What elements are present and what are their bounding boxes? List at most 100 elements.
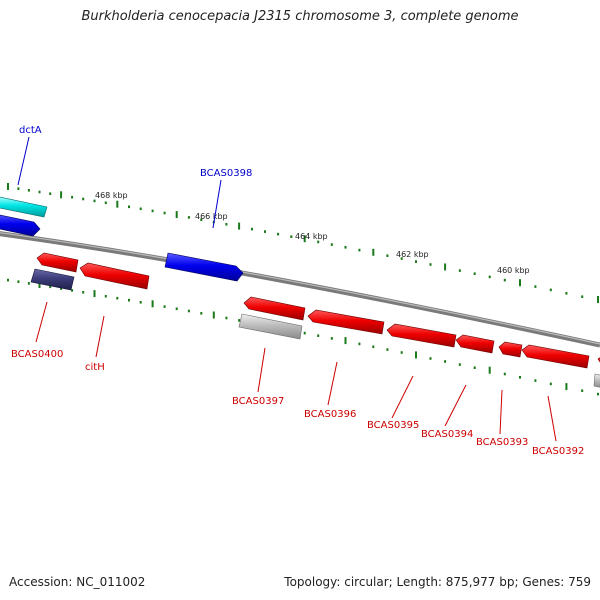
- outer-scale-minor-tick: [344, 246, 347, 249]
- outer-scale-minor-tick: [565, 292, 568, 295]
- outer-scale-major-tick: [444, 263, 447, 271]
- inner-scale-minor-tick: [238, 319, 241, 322]
- leader-line-BCAS0392: [547, 395, 557, 442]
- inner-scale-minor-tick: [458, 363, 461, 366]
- inner-scale-minor-tick: [317, 334, 320, 337]
- gene-label-citH: citH: [85, 362, 105, 373]
- outer-scale-minor-tick: [71, 195, 74, 199]
- outer-scale-minor-tick: [93, 199, 96, 203]
- outer-scale-minor-tick: [290, 235, 293, 238]
- gene-blue-forward-edge[interactable]: [0, 214, 41, 237]
- leader-line-BCAS0398: [212, 179, 222, 229]
- inner-scale-minor-tick: [330, 337, 333, 340]
- inner-scale-minor-tick: [400, 351, 403, 354]
- gene-label-BCAS0394: BCAS0394: [421, 429, 473, 440]
- gene-red-near-BCAS0400[interactable]: [36, 252, 79, 273]
- inner-scale-minor-tick: [187, 309, 190, 313]
- inner-scale-minor-tick: [17, 280, 20, 283]
- accession-text: Accession: NC_011002: [9, 575, 146, 589]
- gene-dctA[interactable]: [0, 196, 48, 218]
- leader-line-BCAS0400: [35, 301, 48, 343]
- inner-scale-minor-tick: [303, 331, 306, 335]
- outer-scale-minor-tick: [38, 190, 41, 194]
- gene-gray-right-edge[interactable]: [593, 373, 600, 388]
- gene-BCAS0394[interactable]: [455, 334, 495, 354]
- inner-scale-minor-tick: [225, 316, 228, 320]
- gene-label-dctA: dctA: [19, 125, 42, 136]
- inner-scale-minor-tick: [175, 307, 178, 311]
- inner-scale-major-tick: [415, 351, 417, 359]
- outer-scale-minor-tick: [82, 197, 85, 201]
- outer-scale-minor-tick: [429, 263, 432, 266]
- outer-scale-minor-tick: [251, 227, 253, 231]
- outer-scale-major-tick: [175, 211, 178, 219]
- outer-scale-minor-tick: [400, 257, 403, 260]
- inner-scale-minor-tick: [549, 382, 552, 386]
- inner-scale-minor-tick: [7, 278, 9, 282]
- leader-line-BCAS0394: [444, 384, 467, 427]
- leader-line-BCAS0396: [327, 361, 338, 406]
- outer-scale-minor-tick: [264, 230, 266, 233]
- outer-scale-minor-tick: [128, 205, 130, 209]
- inner-scale-minor-tick: [139, 301, 142, 304]
- inner-scale-minor-tick: [473, 366, 476, 369]
- outer-scale-minor-tick: [503, 278, 506, 282]
- outer-scale-major-tick: [116, 200, 119, 208]
- outer-scale-minor-tick: [415, 260, 417, 263]
- inner-scale-minor-tick: [358, 342, 361, 346]
- outer-scale-minor-tick: [163, 211, 166, 215]
- outer-scale-major-tick: [238, 222, 241, 230]
- inner-scale-minor-tick: [597, 392, 599, 396]
- outer-scale-minor-tick: [104, 201, 107, 205]
- gene-label-BCAS0393: BCAS0393: [476, 437, 528, 448]
- gene-gray-under-BCAS0397[interactable]: [238, 313, 303, 340]
- leader-line-citH: [95, 315, 105, 358]
- scale-label-462-kbp: 462 kbp: [396, 250, 429, 259]
- inner-scale-minor-tick: [71, 289, 74, 292]
- gene-BCAS0393[interactable]: [498, 341, 523, 358]
- outer-scale-minor-tick: [534, 285, 537, 288]
- outer-scale-major-tick: [7, 183, 9, 190]
- outer-scale-minor-tick: [225, 223, 228, 226]
- gene-BCAS0400[interactable]: [30, 268, 75, 291]
- outer-scale-minor-tick: [488, 275, 491, 279]
- gene-BCAS0397[interactable]: [243, 296, 306, 321]
- inner-scale-major-tick: [565, 383, 568, 391]
- outer-scale-minor-tick: [17, 187, 20, 190]
- inner-scale-minor-tick: [444, 360, 447, 363]
- outer-scale-minor-tick: [200, 218, 203, 221]
- gene-label-BCAS0398: BCAS0398: [200, 168, 252, 179]
- inner-scale-minor-tick: [128, 298, 130, 302]
- outer-scale-minor-tick: [139, 207, 142, 211]
- scale-label-468-kbp: 468 kbp: [95, 191, 128, 200]
- leader-line-BCAS0397: [257, 347, 266, 393]
- outer-scale-minor-tick: [549, 288, 552, 292]
- scale-label-464-kbp: 464 kbp: [295, 232, 328, 241]
- inner-scale-ticks: [7, 278, 599, 396]
- gene-BCAS0392[interactable]: [521, 344, 590, 369]
- gene-BCAS0395[interactable]: [386, 323, 457, 348]
- outer-scale-major-tick: [372, 248, 375, 256]
- leader-line-dctA: [17, 136, 30, 186]
- outer-scale-minor-tick: [187, 216, 190, 219]
- scale-label-466-kbp: 466 kbp: [195, 212, 228, 221]
- inner-scale-minor-tick: [49, 285, 52, 289]
- gene-citH[interactable]: [79, 262, 150, 290]
- inner-scale-minor-tick: [519, 376, 521, 379]
- gene-BCAS0396[interactable]: [307, 309, 385, 335]
- gene-label-BCAS0395: BCAS0395: [367, 420, 419, 431]
- outer-scale-major-tick: [60, 191, 63, 199]
- inner-scale-major-tick: [488, 366, 491, 374]
- inner-scale-minor-tick: [429, 357, 432, 360]
- gene-BCAS0398[interactable]: [164, 252, 244, 282]
- inner-scale-minor-tick: [200, 312, 203, 315]
- inner-scale-minor-tick: [163, 305, 166, 308]
- inner-scale-minor-tick: [27, 282, 30, 285]
- inner-scale-minor-tick: [372, 345, 375, 349]
- chromosome-backbone: [0, 231, 600, 348]
- outer-scale-major-tick: [597, 296, 599, 303]
- inner-scale-minor-tick: [104, 294, 107, 298]
- inner-scale-major-tick: [93, 290, 96, 298]
